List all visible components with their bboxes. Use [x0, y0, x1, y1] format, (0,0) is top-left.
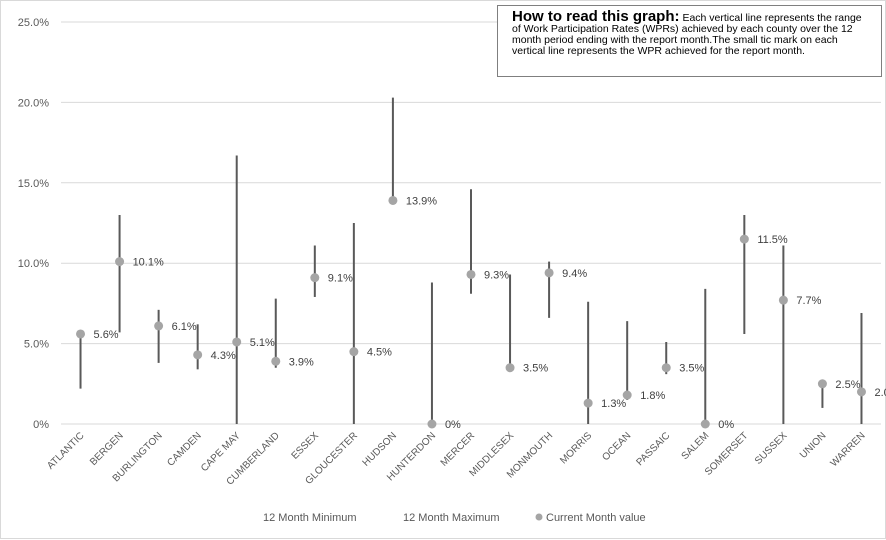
how-to-read-note: How to read this graph: Each vertical li… [497, 5, 882, 77]
current-value-point [661, 363, 671, 373]
data-label: 0% [718, 419, 734, 431]
data-label: 1.8% [640, 390, 665, 402]
x-tick-label: BERGEN [88, 430, 126, 468]
data-label: 5.6% [94, 329, 119, 341]
current-value-point [427, 419, 437, 429]
data-label: 4.5% [367, 347, 392, 359]
current-value-point [349, 347, 359, 357]
current-value-point [115, 257, 125, 267]
current-value-point [232, 337, 242, 347]
current-value-point [700, 419, 710, 429]
data-label: 2.5% [835, 379, 860, 391]
data-label: 9.4% [562, 268, 587, 280]
note-title: How to read this graph: [512, 8, 680, 25]
x-tick-label: CAMDEN [165, 430, 203, 468]
x-tick-label: UNION [798, 430, 829, 461]
y-tick-label: 25.0% [18, 17, 49, 29]
legend-label: 12 Month Minimum [263, 512, 357, 524]
x-tick-label: ATLANTIC [45, 430, 86, 471]
legend-label: Current Month value [546, 512, 646, 524]
note-body: Each vertical line represents the range … [512, 12, 862, 57]
current-value-point [505, 363, 515, 373]
current-value-point [778, 295, 788, 305]
data-label: 9.1% [328, 273, 353, 285]
y-tick-label: 15.0% [18, 178, 49, 190]
data-label: 9.3% [484, 269, 509, 281]
data-label: 3.5% [679, 363, 704, 375]
y-tick-label: 10.0% [18, 258, 49, 270]
x-tick-label: SUSSEX [753, 430, 790, 467]
current-value-point [388, 195, 398, 205]
current-value-point [544, 268, 554, 278]
current-value-point [622, 390, 632, 400]
current-value-point [154, 321, 164, 331]
data-label: 3.9% [289, 356, 314, 368]
legend-marker [535, 513, 543, 521]
current-value-point [466, 269, 476, 279]
legend-label: 12 Month Maximum [403, 512, 500, 524]
data-label: 11.5% [757, 234, 788, 246]
current-value-point [856, 387, 866, 397]
current-value-point [739, 234, 749, 244]
y-tick-label: 20.0% [18, 97, 49, 109]
data-label: 10.1% [133, 257, 164, 269]
current-value-point [817, 379, 827, 389]
current-value-point [193, 350, 203, 360]
data-label: 3.5% [523, 363, 548, 375]
x-tick-label: OCEAN [600, 430, 633, 463]
data-label: 7.7% [796, 295, 821, 307]
current-value-point [76, 329, 86, 339]
x-tick-label: HUDSON [361, 430, 399, 468]
data-label: 6.1% [172, 321, 197, 333]
x-tick-label: ESSEX [290, 430, 322, 462]
x-tick-label: SALEM [680, 430, 712, 462]
current-value-point [310, 273, 320, 283]
current-value-point [271, 356, 281, 366]
y-tick-label: 0% [33, 419, 49, 431]
data-label: 0% [445, 419, 461, 431]
data-label: 13.9% [406, 195, 437, 207]
current-value-point [583, 398, 593, 408]
x-tick-label: MORRIS [558, 430, 594, 466]
y-tick-label: 5.0% [24, 339, 49, 351]
x-tick-label: PASSAIC [634, 430, 672, 468]
data-label: 4.3% [211, 350, 236, 362]
x-tick-label: MERCER [439, 430, 477, 468]
data-label: 5.1% [250, 337, 275, 349]
data-label: 2.0% [874, 387, 886, 399]
data-label: 1.3% [601, 398, 626, 410]
x-tick-label: WARREN [829, 430, 868, 469]
